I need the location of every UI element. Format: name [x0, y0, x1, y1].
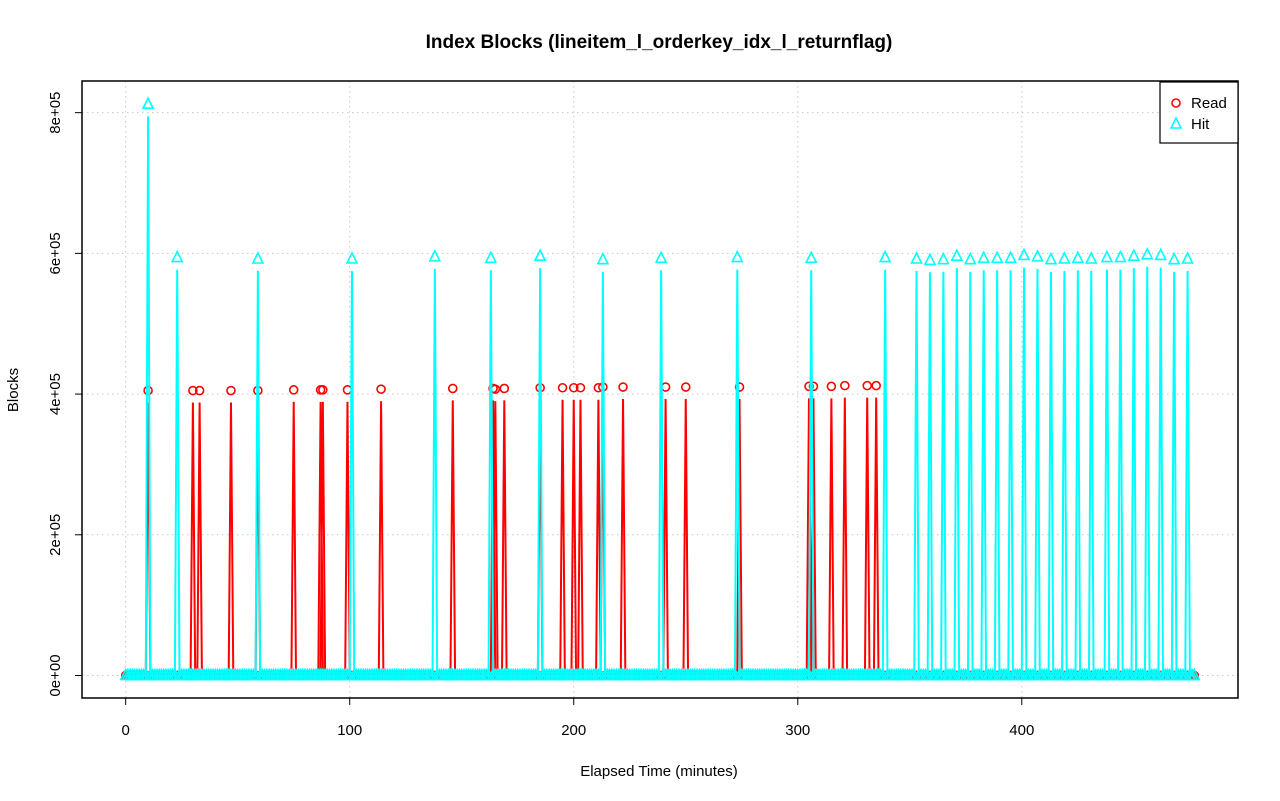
baseline-markers-hit [119, 667, 1201, 681]
data-point-peak [251, 251, 265, 264]
legend: Read Hit [1159, 81, 1239, 144]
y-tick-label: 0e+00 [47, 654, 64, 696]
series-layer [119, 96, 1201, 681]
data-point-peak [188, 385, 198, 396]
data-point-peak [596, 251, 610, 265]
data-point-peak [143, 385, 153, 396]
data-point-peak [963, 251, 977, 265]
data-point-peak [826, 381, 837, 392]
x-tick-label: 200 [561, 722, 586, 739]
data-point-peak [318, 385, 328, 395]
data-point-peak [1127, 248, 1141, 261]
data-point-peak [533, 248, 547, 261]
x-tick-label: 400 [1009, 722, 1034, 739]
data-point-peak [484, 250, 498, 264]
data-point-peak [499, 383, 510, 394]
data-point-peak [950, 248, 964, 261]
series-hit [119, 96, 1201, 681]
data-point-peak [141, 96, 155, 110]
data-point-peak [1058, 251, 1071, 264]
data-point-peak [804, 250, 818, 264]
data-point-peak [1140, 246, 1154, 260]
data-point-peak [1031, 249, 1044, 262]
x-axis-label: Elapsed Time (minutes) [580, 763, 738, 780]
data-point-peak [923, 252, 937, 266]
data-point-peak [1044, 251, 1058, 265]
data-point-peak [910, 251, 923, 264]
data-point-peak [618, 382, 628, 392]
x-tick-label: 100 [337, 722, 362, 739]
data-point-peak [428, 249, 442, 262]
data-point-peak [840, 380, 850, 391]
data-point-peak [680, 382, 691, 392]
data-point-peak [654, 250, 668, 264]
data-point-peak [1084, 251, 1098, 264]
data-point-peak [990, 250, 1004, 264]
data-point-peak [937, 251, 950, 265]
data-point [1188, 667, 1201, 681]
legend-box [1159, 81, 1239, 144]
data-point-peak [376, 384, 386, 394]
chart-title: Index Blocks (lineitem_l_orderkey_idx_l_… [426, 32, 893, 53]
data-point-peak [568, 382, 579, 393]
series-line-hit [125, 116, 1195, 677]
legend-marker-read [1171, 98, 1181, 108]
x-axis: 0 100 200 300 400 [122, 697, 1034, 739]
data-point-peak [447, 383, 458, 394]
y-tick-label: 4e+05 [47, 373, 64, 415]
y-tick-label: 2e+05 [47, 514, 64, 556]
data-point-peak [862, 380, 873, 391]
y-tick-label: 6e+05 [47, 232, 64, 274]
data-point-peak [1167, 251, 1181, 265]
legend-label-read: Read [1191, 95, 1227, 112]
data-point-peak [1071, 250, 1085, 264]
data-point-peak [734, 382, 745, 392]
y-tick-label: 8e+05 [47, 92, 64, 134]
data-point-peak [1154, 247, 1168, 261]
data-point-peak [194, 385, 205, 396]
data-point-peak [1004, 250, 1017, 264]
data-point-peak [730, 249, 744, 263]
data-point-peak [808, 381, 819, 392]
data-point-peak [804, 381, 814, 392]
y-axis: 0e+00 2e+05 4e+05 6e+05 8e+05 [47, 92, 83, 697]
data-point-peak [977, 250, 991, 264]
legend-marker-hit [1169, 116, 1183, 129]
data-point-peak [871, 380, 881, 391]
data-point-peak [288, 385, 299, 395]
data-point-peak [660, 382, 671, 392]
data-point-peak [575, 382, 586, 393]
data-point-peak [226, 385, 236, 396]
data-point-peak [1100, 249, 1114, 263]
data-point-peak [345, 251, 359, 264]
data-point-peak [1181, 251, 1194, 264]
y-axis-label: Blocks [5, 368, 22, 412]
data-point-peak [557, 382, 568, 393]
data-point-peak [1017, 247, 1031, 261]
data-point-peak [170, 249, 184, 263]
legend-label-hit: Hit [1191, 116, 1210, 133]
data-point-peak [878, 249, 892, 263]
data-point-peak [1114, 249, 1127, 263]
x-tick-label: 0 [122, 722, 130, 739]
x-tick-label: 300 [785, 722, 810, 739]
